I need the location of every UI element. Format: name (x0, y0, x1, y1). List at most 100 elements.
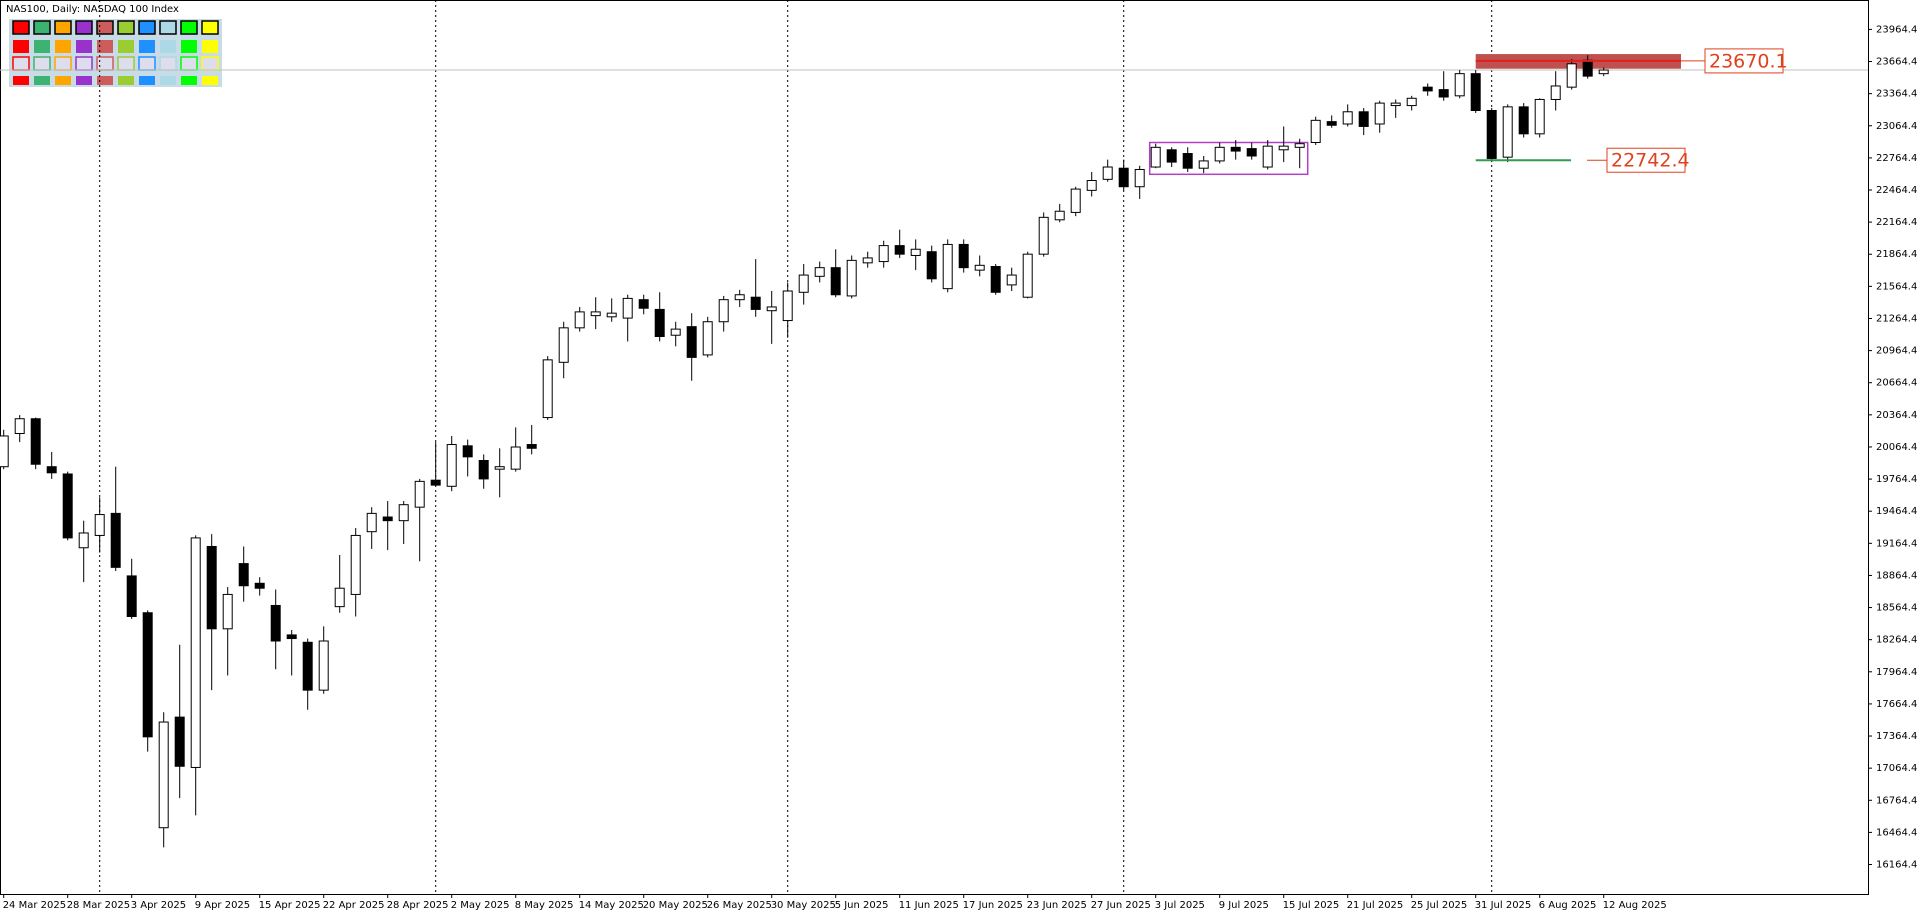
candle-body (558, 327, 569, 363)
y-tick-label: 19164.4 (1876, 538, 1917, 549)
y-tick-label: 18264.4 (1876, 635, 1917, 646)
x-tick-label: 14 May 2025 (579, 900, 644, 911)
candle-body (718, 299, 729, 323)
candle-body (798, 274, 809, 293)
candle-body (606, 312, 617, 318)
candle-body (350, 534, 361, 595)
annotation: 23670.1 (1475, 48, 1788, 74)
palette-swatch (55, 40, 71, 53)
candle-body (878, 245, 889, 263)
candle-body (1006, 274, 1017, 286)
candle-body (702, 321, 713, 356)
palette-swatch (202, 76, 218, 85)
candle-body (1070, 188, 1081, 213)
candle-body (862, 257, 873, 264)
palette-swatch (139, 76, 155, 85)
palette-swatch (75, 56, 93, 71)
x-tick-label: 26 May 2025 (707, 900, 772, 911)
candle-body (1422, 86, 1433, 92)
candle-body (958, 243, 969, 269)
palette-swatch (96, 56, 114, 71)
candle-body (734, 294, 745, 301)
candle-body (270, 604, 281, 642)
candle-body (14, 418, 25, 435)
candle-body (478, 459, 489, 480)
x-tick-label: 12 Aug 2025 (1603, 900, 1667, 911)
candle-body (510, 446, 521, 470)
palette-swatch (34, 40, 50, 53)
candle-body (1134, 168, 1145, 188)
palette-swatch (54, 56, 72, 71)
palette-swatch (201, 56, 219, 71)
palette-swatch (180, 56, 198, 71)
palette-swatch (138, 20, 156, 35)
candle-body (1534, 98, 1545, 135)
candle-body (846, 259, 857, 297)
y-tick-label: 17664.4 (1876, 699, 1917, 710)
annotation-box (1606, 147, 1686, 173)
palette-swatch (160, 40, 176, 53)
y-tick-label: 16464.4 (1876, 827, 1917, 838)
y-tick-label: 20964.4 (1876, 346, 1917, 357)
palette-swatch (12, 20, 30, 35)
y-tick-label: 16164.4 (1876, 860, 1917, 871)
candle-body (78, 532, 89, 549)
candle-body (206, 545, 217, 630)
palette-swatch (76, 76, 92, 85)
palette-swatch (33, 20, 51, 35)
candle-body (766, 306, 777, 312)
candle-body (1230, 146, 1241, 152)
candle-body (1550, 85, 1561, 100)
price-zone (1148, 141, 1309, 176)
y-tick-label: 20664.4 (1876, 378, 1917, 389)
candle-body (1166, 149, 1177, 163)
x-tick-label: 15 Apr 2025 (259, 900, 321, 911)
candle-body (1294, 143, 1305, 148)
x-tick-label: 8 May 2025 (515, 900, 574, 911)
candle-body (654, 308, 665, 338)
palette-swatch (181, 40, 197, 53)
x-tick-label: 9 Jul 2025 (1219, 900, 1269, 911)
candle-body (414, 480, 425, 508)
candle-body (830, 267, 841, 296)
candle-body (190, 537, 201, 768)
candle-body (30, 418, 41, 465)
candle-body (686, 326, 697, 358)
x-tick-label: 31 Jul 2025 (1475, 900, 1532, 911)
candle-body (318, 640, 329, 691)
candle-body (974, 264, 985, 271)
candle-body (382, 516, 393, 522)
candle-body (0, 435, 9, 468)
x-tick-label: 23 Jun 2025 (1027, 900, 1087, 911)
candle-body (446, 444, 457, 487)
candle-body (126, 575, 137, 617)
y-tick-label: 18864.4 (1876, 570, 1917, 581)
y-tick-label: 22164.4 (1876, 217, 1917, 228)
candle-body (1486, 109, 1497, 159)
plot-frame (0, 0, 1869, 895)
annotation-box (1704, 48, 1784, 74)
x-tick-label: 3 Jul 2025 (1155, 900, 1205, 911)
x-tick-label: 20 May 2025 (643, 900, 708, 911)
candle-body (1278, 145, 1289, 151)
palette-swatch (118, 76, 134, 85)
candle-body (1342, 111, 1353, 125)
x-tick-label: 27 Jun 2025 (1091, 900, 1151, 911)
candle-body (894, 245, 905, 255)
y-tick-label: 17064.4 (1876, 763, 1917, 774)
candle-body (142, 612, 153, 738)
candle-body (1374, 102, 1385, 125)
y-tick-label: 17964.4 (1876, 667, 1917, 678)
candle-body (46, 466, 57, 474)
x-tick-label: 9 Apr 2025 (195, 900, 250, 911)
candle-body (926, 251, 937, 280)
y-tick-label: 22464.4 (1876, 185, 1917, 196)
candle-body (1438, 89, 1449, 98)
candle-body (782, 290, 793, 322)
x-tick-label: 30 May 2025 (771, 900, 836, 911)
candle-body (526, 444, 537, 449)
candle-body (1086, 180, 1097, 191)
x-tick-label: 22 Apr 2025 (323, 900, 385, 911)
y-tick-label: 23964.4 (1876, 24, 1917, 35)
candle-body (622, 297, 633, 319)
